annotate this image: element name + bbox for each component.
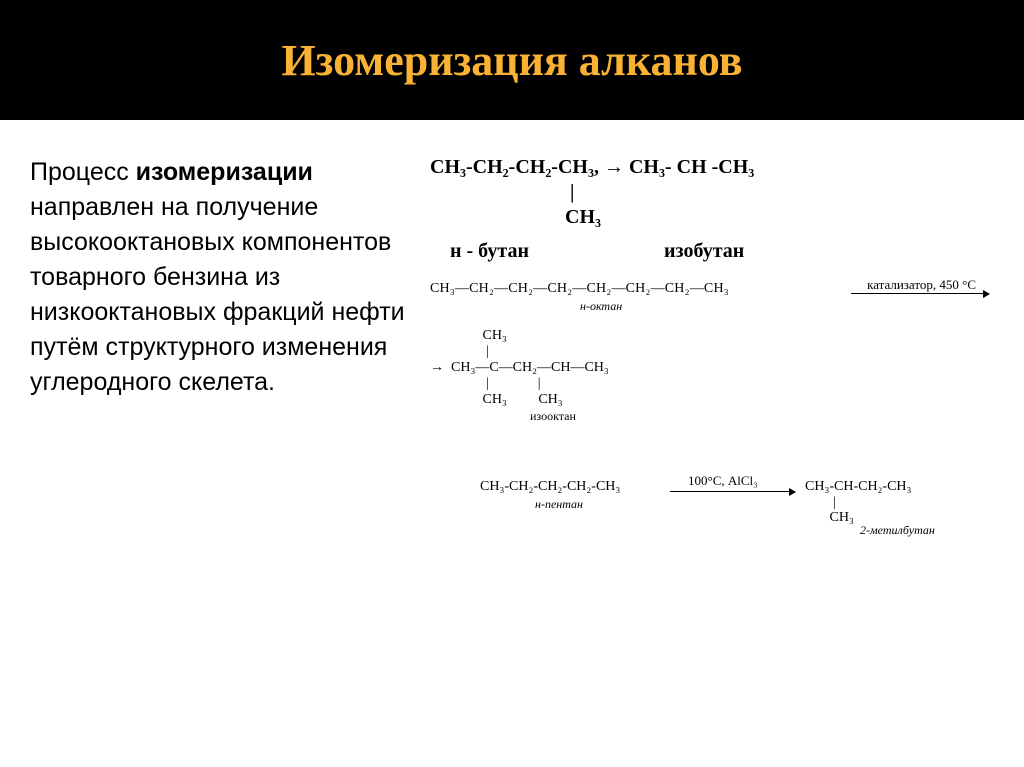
slide-title: Изомеризация алканов — [281, 35, 742, 86]
r1-line1: CH₃-CH₂-CH₂-CH₃, → CH₃- CH -CH₃ — [430, 156, 754, 178]
bold-term: изомеризации — [136, 158, 313, 186]
label-n-butane: н - бутан — [450, 240, 529, 263]
r2-product-label: изооктан — [530, 410, 994, 424]
r3-product-label: 2-метилбутан — [860, 523, 935, 538]
body-paragraph: Процесс изомеризации направлен на получе… — [30, 155, 420, 512]
reaction-octane-product: CH₃ | → CH₃—C—CH₂—CH—CH₃ | | CH₃ CH₃ изо… — [430, 328, 994, 424]
reaction1-labels: н - бутан изобутан — [430, 240, 994, 263]
r3-p1: CH₃-CH-CH₂-CH₃ — [805, 479, 911, 494]
arrow-icon — [670, 491, 795, 492]
r2-p5: CH₃ CH₃ — [430, 392, 563, 407]
r3-product: CH₃-CH-CH₂-CH₃ | CH₃ — [805, 479, 911, 525]
chemistry-column: CH₃-CH₂-CH₂-CH₃, → CH₃- CH -CH₃ | CH₃ н … — [430, 155, 994, 512]
reaction-octane: CH₃—CH₂—CH₂—CH₂—CH₂—CH₂—CH₂—CH₃ катализа… — [430, 281, 994, 314]
content-area: Процесс изомеризации направлен на получе… — [0, 120, 1024, 512]
r3-p3: CH₃ — [805, 510, 854, 525]
r2-conditions: катализатор, 450 °С — [867, 277, 976, 293]
r3-conditions: 100°С, AlCl₃ — [688, 473, 758, 489]
r2-p2: | — [430, 344, 489, 359]
r3-reactant-label: н-пентан — [535, 497, 994, 512]
r1-line3: CH₃ — [430, 206, 601, 228]
r3-reactant: CH₃-CH₂-CH₂-CH₂-CH₃ — [480, 479, 620, 495]
label-isobutane: изобутан — [664, 240, 744, 263]
r3-p2: | — [805, 495, 836, 510]
r2-p1: CH₃ — [430, 328, 507, 343]
r1-line2: | — [430, 181, 574, 203]
arrow-icon — [851, 293, 989, 294]
r2-p3: → CH₃—C—CH₂—CH—CH₃ — [430, 360, 609, 375]
r2-reactant-label: н-октан — [580, 299, 994, 314]
reaction-butane: CH₃-CH₂-CH₂-CH₃, → CH₃- CH -CH₃ | CH₃ — [430, 155, 994, 230]
reaction-pentane: CH₃-CH₂-CH₂-CH₂-CH₃ 100°С, AlCl₃ CH₃-CH-… — [480, 479, 994, 512]
r2-p4: | | — [430, 376, 541, 391]
r2-reactant: CH₃—CH₂—CH₂—CH₂—CH₂—CH₂—CH₂—CH₃ — [430, 281, 729, 296]
title-bar: Изомеризация алканов — [0, 0, 1024, 120]
